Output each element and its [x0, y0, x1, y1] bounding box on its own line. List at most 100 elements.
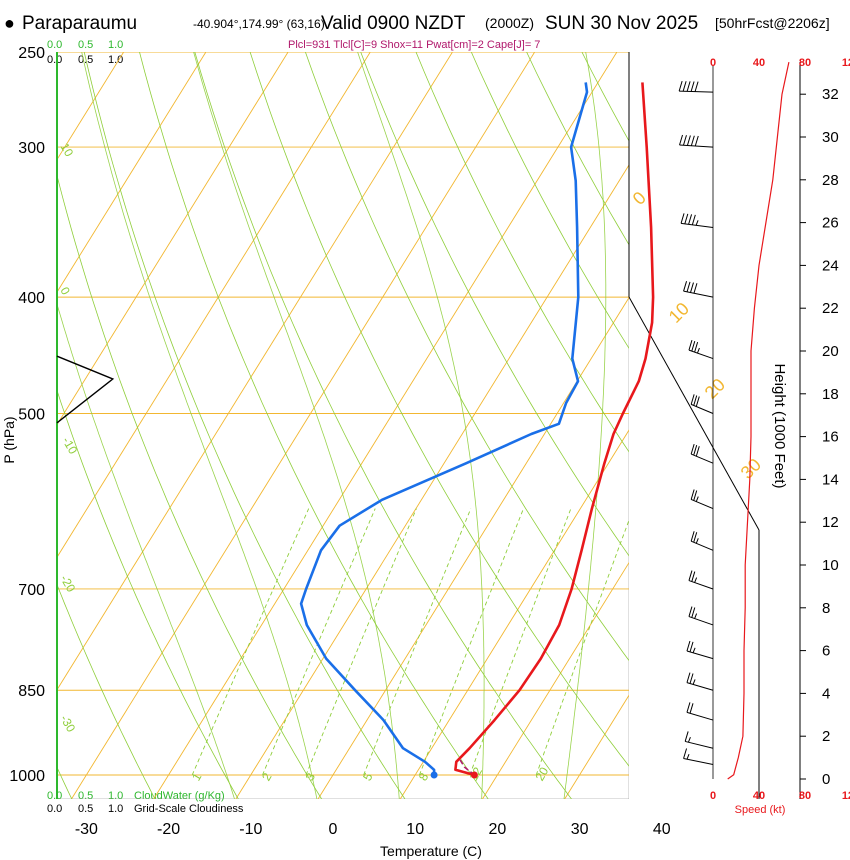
- title-utc: (2000Z): [485, 15, 534, 31]
- height-tick-label: 24: [822, 257, 839, 274]
- temperature-tick-label: 40: [653, 821, 671, 838]
- wind-barb-feather: [690, 282, 694, 293]
- cloudiness-tick: 0.0: [47, 54, 62, 66]
- dry-adiabat-line: [845, 31, 850, 801]
- wind-barb-feather: [683, 281, 688, 292]
- pressure-tick-label: 300: [18, 140, 45, 157]
- wind-barb-feather: [695, 446, 700, 457]
- height-tick-label: 26: [822, 215, 839, 232]
- wind-barb-staff: [690, 403, 714, 414]
- wind-barb: [684, 731, 714, 749]
- wind-barb-staff: [686, 682, 714, 691]
- dry-adiabat-line: [581, 52, 629, 142]
- title-valid: Valid 0900 NZDT: [321, 13, 466, 34]
- isotherm-line: [70, 52, 536, 799]
- moist-adiabat-line: [81, 52, 318, 799]
- wind-barb-feather: [693, 532, 698, 543]
- wind-barb-half-feather: [695, 496, 699, 502]
- isotherm-line: [317, 296, 629, 799]
- y-axis-title: P (hPa): [1, 416, 17, 463]
- wind-barb-feather: [690, 135, 695, 146]
- pressure-tick-label: 400: [18, 290, 45, 307]
- grid-labels: 1235812200102030100-10-20-30: [57, 141, 765, 784]
- wind-barb-staff: [685, 740, 714, 749]
- height-tick-label: 22: [822, 300, 839, 317]
- wind-barb: [686, 702, 714, 721]
- height-tick-label: 12: [822, 514, 839, 531]
- dry-adiabat-line: [57, 389, 239, 799]
- isotherm-line: [646, 31, 850, 801]
- isotherm-line: [57, 52, 289, 426]
- dry-adiabat-line: [83, 52, 406, 799]
- wind-barb-half-feather: [694, 613, 698, 619]
- wind-barb-feather: [684, 213, 689, 225]
- wind-barb-feather: [686, 281, 691, 293]
- wind-barb: [679, 134, 714, 148]
- cloudwater-tick: 1.0: [108, 39, 123, 51]
- height-tick-label: 0: [822, 771, 830, 788]
- wind-barb-feather: [686, 672, 691, 683]
- wind-barb: [680, 213, 714, 228]
- title-coords: -40.904°,174.99° (63,16): [193, 17, 325, 31]
- wind-barb: [688, 606, 714, 626]
- wind-barb-half-feather: [694, 577, 698, 583]
- wind-barb-staff: [690, 453, 714, 464]
- wind-barb-staff: [680, 222, 714, 228]
- cloudwater-legend-bottom: 0.0 0.5 1.0 CloudWater (g/Kg) 0.0 0.5 1.…: [47, 790, 244, 815]
- speed-tick-label: 120: [842, 57, 850, 69]
- wind-barb-half-feather: [687, 737, 691, 743]
- pressure-tick-label: 700: [18, 582, 45, 599]
- wind-barb-feather: [688, 570, 693, 581]
- cloudwater-tick: 0.5: [78, 39, 93, 51]
- mixing-ratio-label: 5: [360, 770, 376, 783]
- dry-adiabat-line: [626, 31, 850, 801]
- mixing-ratio-label: 8: [416, 770, 432, 783]
- title-forecast: [50hrFcst@2206z]: [715, 15, 830, 31]
- dry-adiabat-line: [57, 583, 156, 799]
- wind-barb-half-feather: [696, 347, 700, 354]
- wind-barb-feather: [695, 396, 700, 407]
- adiabat-label: 0: [57, 285, 73, 298]
- cloudwater-label: CloudWater (g/Kg): [134, 790, 225, 802]
- wind-barb-feather: [691, 214, 696, 225]
- height-tick-label: 6: [822, 643, 830, 660]
- wind-barb-feather: [693, 283, 698, 294]
- height-tick-label: 32: [822, 86, 839, 103]
- cloudiness-tick: 0.5: [78, 54, 93, 66]
- wind-barb-feather: [686, 135, 691, 146]
- wind-barb: [683, 748, 714, 765]
- isotherm-line: [57, 52, 207, 293]
- dry-adiabat-line: [139, 52, 489, 799]
- wind-barb-feather: [688, 606, 693, 617]
- wind-barb-feather: [693, 445, 698, 456]
- temperature-tick-label: -20: [157, 821, 180, 838]
- wind-barb-feather: [691, 340, 696, 352]
- wind-barb-feather: [682, 81, 687, 92]
- wind-barb-feather: [689, 641, 694, 653]
- wind-barb-feather: [690, 443, 695, 455]
- isotherm-label: 20: [701, 375, 729, 403]
- isotherm-line: [153, 52, 618, 799]
- mixing-ratio-line: [262, 508, 376, 776]
- wind-barb-feather: [694, 341, 699, 353]
- title-location: Paraparaumu: [22, 13, 137, 34]
- wind-barb-feather: [694, 81, 699, 92]
- mixing-ratio-line: [535, 518, 629, 776]
- wind-barb-feather: [689, 703, 694, 714]
- wind-barb-staff: [679, 90, 714, 93]
- wind-barb: [690, 489, 714, 510]
- adiabat-label: 10: [57, 141, 76, 160]
- wind-barb-feather: [690, 531, 695, 542]
- wind-barb-feather: [678, 80, 683, 92]
- dry-adiabat-line: [415, 52, 629, 453]
- wind-barb-staff: [686, 711, 714, 721]
- isotherm-line: [728, 31, 850, 801]
- wind-barb: [690, 531, 714, 551]
- height-tick-label: 14: [822, 471, 839, 488]
- wind-barb-staff: [688, 580, 714, 590]
- dry-adiabat-line: [249, 52, 629, 767]
- cloudiness-tick: 0.5: [78, 803, 93, 815]
- height-axis-title: Height (1000 Feet): [771, 363, 788, 488]
- isotherm-line: [564, 694, 629, 799]
- pressure-tick-label: 1000: [9, 768, 45, 785]
